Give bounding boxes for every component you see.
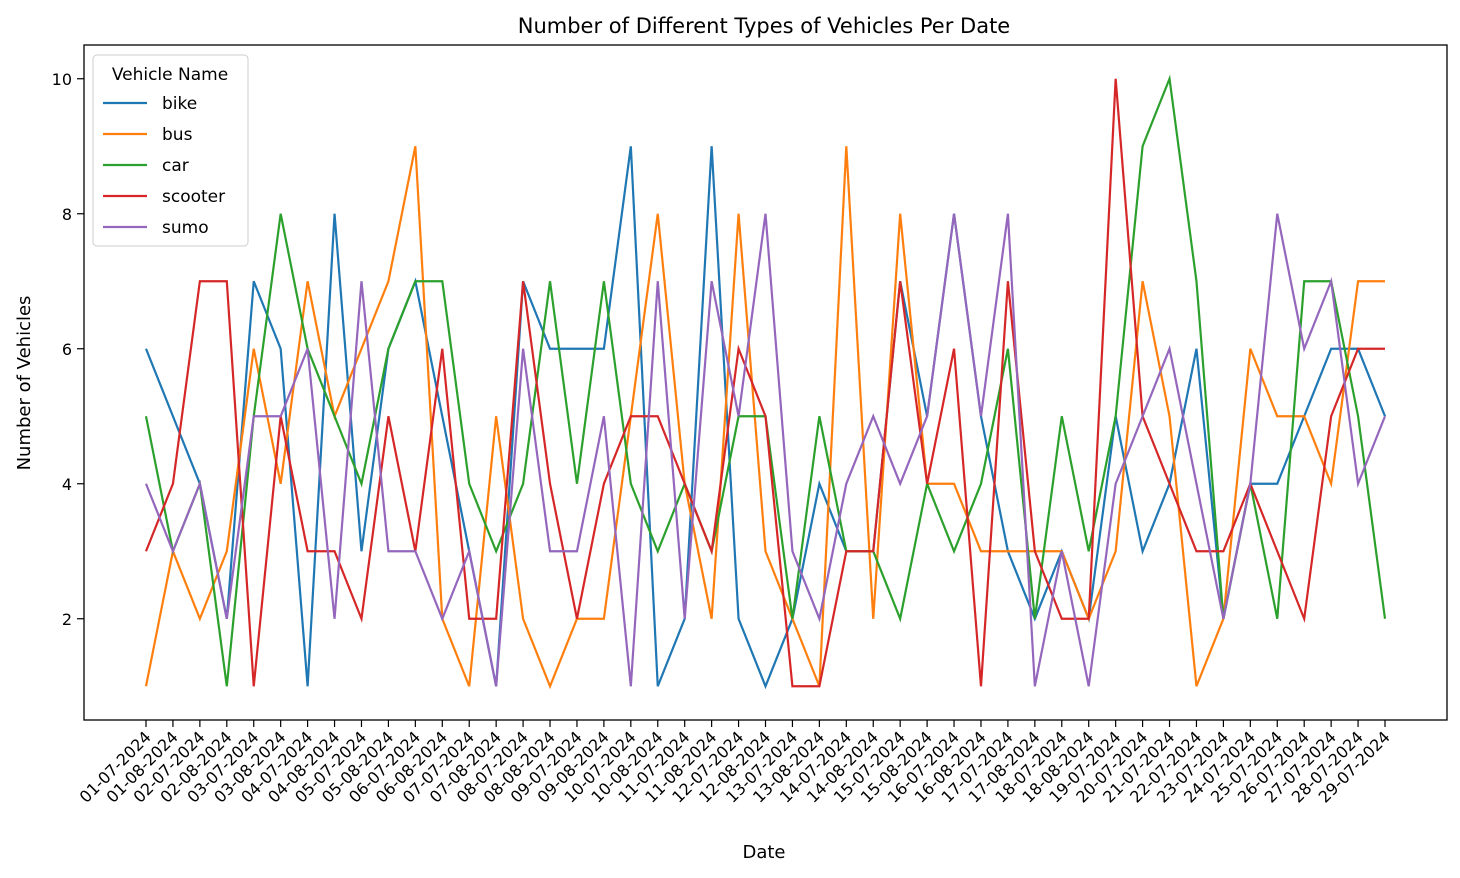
series-line-scooter	[144, 78, 1385, 688]
y-axis: 2 4 6 8 10	[52, 70, 84, 629]
series-line-bike	[144, 146, 1387, 690]
y-tick-label: 2	[62, 610, 72, 629]
legend-label-sumo: sumo	[162, 218, 209, 238]
y-axis-label: Number of Vehicles	[14, 296, 35, 471]
legend-label-car: car	[162, 156, 189, 176]
series-layer	[144, 74, 1387, 690]
y-tick-label: 10	[52, 70, 72, 89]
legend-title: Vehicle Name	[112, 65, 228, 85]
series-line-sumo	[144, 213, 1387, 687]
x-axis: 01-07-202401-08-202402-07-202402-08-2024…	[76, 720, 1394, 807]
x-axis-label: Date	[742, 842, 785, 863]
y-tick-label: 4	[62, 475, 72, 494]
legend-entries: bike bus car scooter sumo	[103, 94, 225, 238]
legend: Vehicle Name bike bus car scooter sumo	[92, 54, 249, 247]
legend-label-scooter: scooter	[162, 187, 225, 207]
chart-title: Number of Different Types of Vehicles Pe…	[518, 14, 1010, 38]
legend-label-bike: bike	[162, 94, 197, 114]
legend-label-bus: bus	[162, 125, 193, 145]
y-tick-label: 8	[62, 205, 72, 224]
plot-area	[83, 44, 1448, 721]
y-tick-label: 6	[62, 340, 72, 359]
